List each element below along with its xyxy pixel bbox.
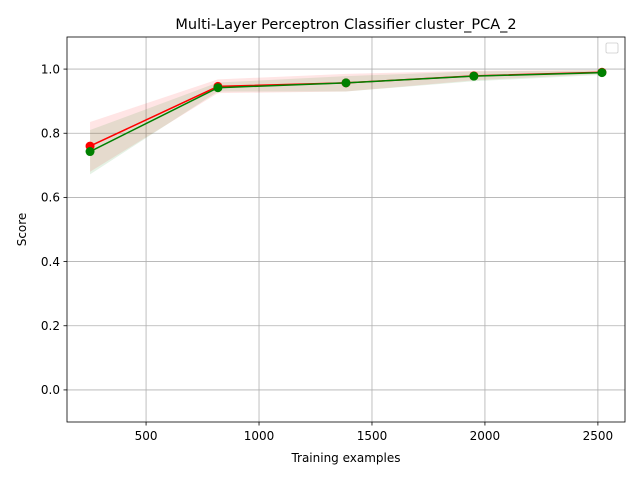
train-std-band <box>90 70 602 172</box>
legend-box <box>605 42 619 54</box>
grid <box>67 37 625 422</box>
validation-score-point <box>85 147 95 157</box>
validation-score-point <box>341 78 351 88</box>
y-tick-label: 0.0 <box>41 383 60 397</box>
x-tick-label: 2500 <box>583 429 614 443</box>
x-axis-ticks: 500 1000 1500 2000 2500 <box>135 422 614 443</box>
error-bands <box>90 70 602 175</box>
y-tick-label: 0.6 <box>41 191 60 205</box>
validation-score-point <box>597 68 607 78</box>
y-axis-ticks: 0.0 0.2 0.4 0.6 0.8 1.0 <box>41 62 67 397</box>
x-tick-label: 500 <box>135 429 158 443</box>
y-tick-label: 1.0 <box>41 62 60 76</box>
x-tick-label: 1500 <box>357 429 388 443</box>
chart-title: Multi-Layer Perceptron Classifier cluste… <box>175 17 516 33</box>
plot-area <box>67 37 625 422</box>
y-tick-label: 0.2 <box>41 319 60 333</box>
x-tick-label: 1000 <box>244 429 275 443</box>
y-tick-label: 0.4 <box>41 255 60 269</box>
validation-score-point <box>469 71 479 81</box>
plot-frame <box>66 36 626 423</box>
validation-std-band <box>90 70 602 175</box>
x-axis-label: Training examples <box>290 451 400 465</box>
validation-score-point <box>213 83 223 93</box>
x-tick-label: 2000 <box>470 429 501 443</box>
series-points <box>85 67 607 157</box>
y-axis-label: Score <box>15 213 29 247</box>
y-tick-label: 0.8 <box>41 127 60 141</box>
